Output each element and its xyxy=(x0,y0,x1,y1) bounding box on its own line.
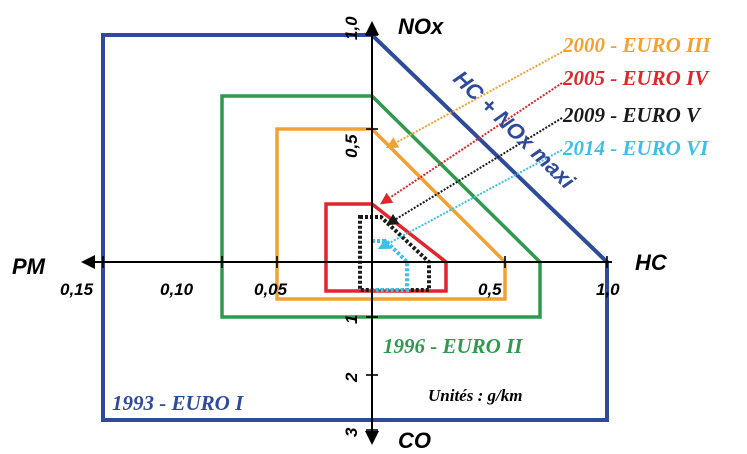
tick-co-1: 1 xyxy=(342,315,361,324)
co-axis-label: CO xyxy=(398,428,431,453)
tick-pm-015: 0,15 xyxy=(60,280,94,299)
euro-i-polygon xyxy=(101,33,609,422)
tick-hc-05: 0,5 xyxy=(478,280,502,299)
euro-v-label: 2009 - EURO V xyxy=(562,103,702,127)
euro-ii-label: 1996 - EURO II xyxy=(383,334,523,358)
euro-v-arrow xyxy=(385,117,563,226)
euro-vi-polygon xyxy=(372,239,409,292)
euro-v-polygon xyxy=(358,215,431,292)
tick-pm-005: 0,05 xyxy=(254,280,288,299)
euro-i-label: 1993 - EURO I xyxy=(112,391,244,415)
units-label: Unités : g/km xyxy=(428,386,522,405)
tick-nox-10: 1,0 xyxy=(342,16,361,40)
euro-iii-polygon xyxy=(275,127,507,301)
euro-iv-polygon xyxy=(324,202,448,293)
tick-co-2: 2 xyxy=(342,372,361,383)
tick-hc-10: 1,0 xyxy=(596,280,620,299)
euro-vi-arrow xyxy=(377,149,563,250)
euro-iii-arrow xyxy=(385,51,563,149)
nox-axis-label: NOx xyxy=(398,14,444,39)
euro-iv-label: 2005 - EURO IV xyxy=(562,66,710,90)
tick-marks xyxy=(102,34,608,431)
hc-axis-label: HC xyxy=(635,250,668,275)
euro-vi-label: 2014 - EURO VI xyxy=(562,136,709,160)
pm-axis-label: PM xyxy=(12,254,46,279)
euro-iii-label: 2000 - EURO III xyxy=(562,33,711,57)
tick-pm-010: 0,10 xyxy=(160,280,194,299)
euro-ii-polygon xyxy=(220,94,542,319)
tick-co-3: 3 xyxy=(342,427,361,437)
euro-iv-arrow xyxy=(380,82,563,205)
tick-nox-05: 0,5 xyxy=(342,134,361,158)
